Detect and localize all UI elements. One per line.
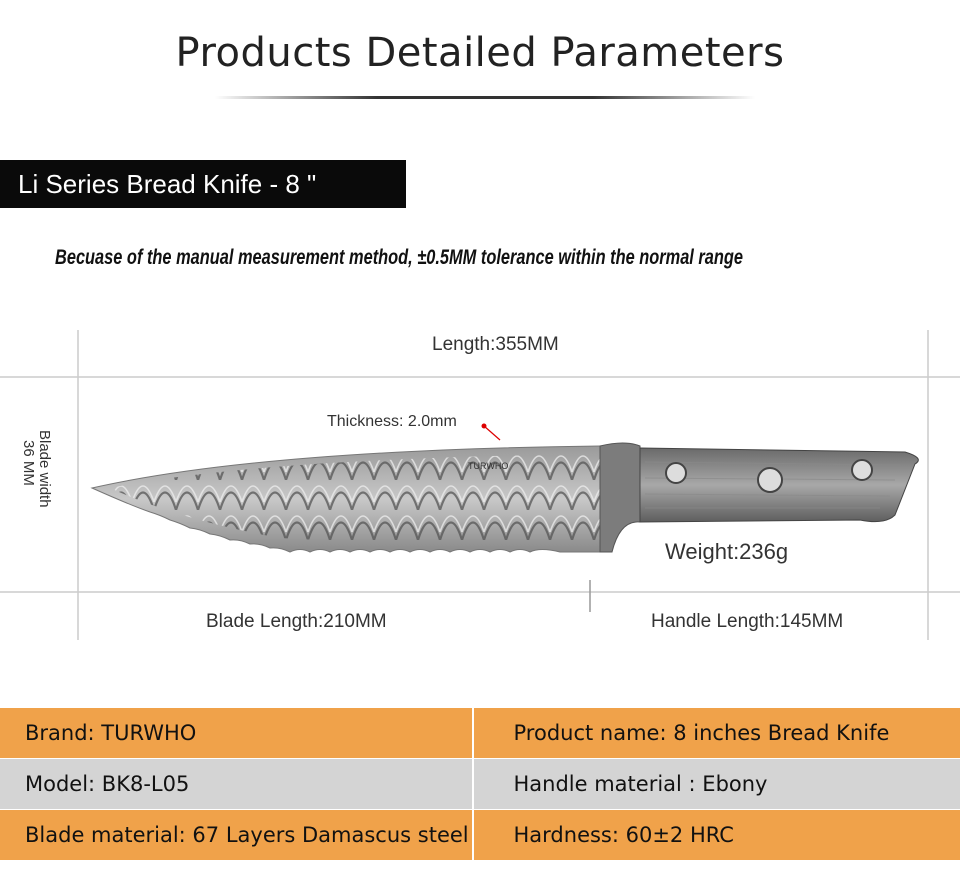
blade-length-label: Blade Length:210MM	[206, 611, 387, 632]
blade-material-cell: Blade material: 67 Layers Damascus steel	[0, 810, 472, 860]
spec-row: Model: BK8-L05 Handle material : Ebony	[0, 759, 960, 809]
length-label: Length:355MM	[432, 334, 559, 355]
knife-handle	[599, 442, 919, 553]
spec-table: Brand: TURWHO Product name: 8 inches Bre…	[0, 708, 960, 861]
spec-row: Blade material: 67 Layers Damascus steel…	[0, 810, 960, 860]
knife-blade	[90, 445, 613, 553]
tolerance-note: Becuase of the manual measurement method…	[55, 246, 744, 269]
product-name-cell: Product name: 8 inches Bread Knife	[473, 708, 960, 758]
handle-length-label: Handle Length:145MM	[651, 611, 844, 632]
guide-lines	[0, 330, 960, 640]
hardness-cell: Hardness: 60±2 HRC	[473, 810, 960, 860]
blade-width-label-line1: Blade width	[36, 430, 53, 508]
thickness-pointer	[481, 423, 501, 441]
page-title: Products Detailed Parameters	[175, 30, 785, 76]
spec-row: Brand: TURWHO Product name: 8 inches Bre…	[0, 708, 960, 758]
brand-cell: Brand: TURWHO	[0, 708, 472, 758]
weight-label: Weight:236g	[665, 539, 789, 564]
thickness-label: Thickness: 2.0mm	[327, 413, 457, 430]
title-underline	[215, 96, 755, 99]
brand-mark-on-blade: TURWHO	[468, 461, 508, 471]
series-tag: Li Series Bread Knife - 8 "	[0, 160, 406, 208]
handle-material-cell: Handle material : Ebony	[473, 759, 960, 809]
blade-width-label-line2: 36 MM	[20, 440, 37, 486]
model-cell: Model: BK8-L05	[0, 759, 472, 809]
